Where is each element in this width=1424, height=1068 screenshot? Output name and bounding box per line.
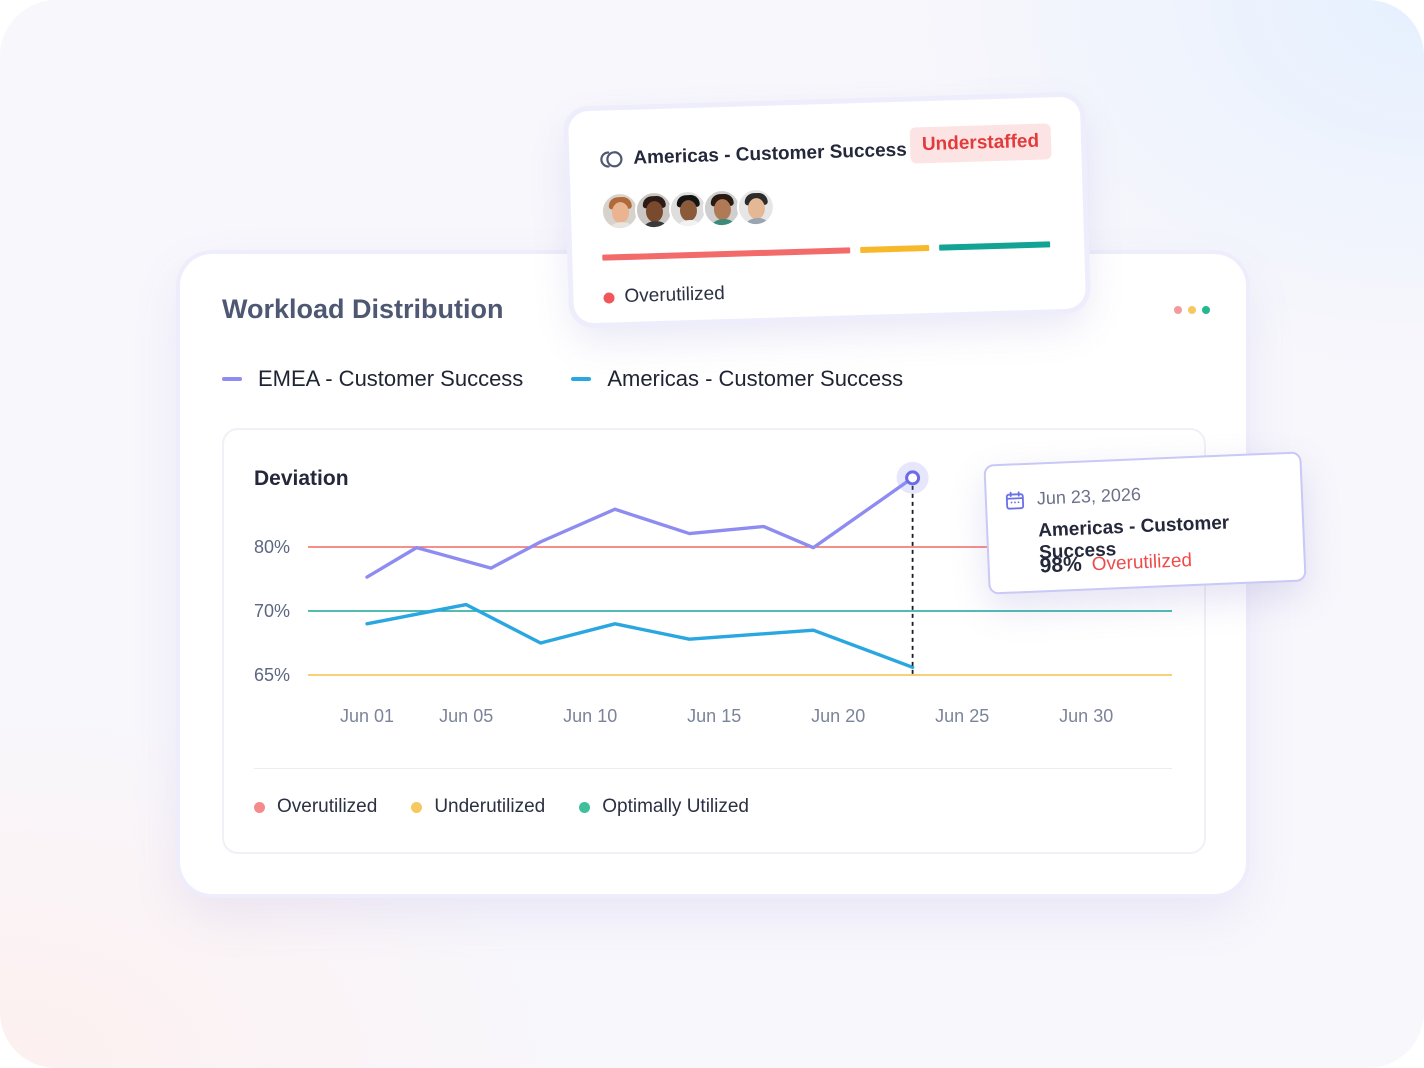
y-tick-label: 70% [254, 601, 290, 621]
x-tick-label: Jun 15 [687, 706, 741, 726]
tooltip-date-row: Jun 23, 2026 [1004, 484, 1141, 511]
x-tick-label: Jun 01 [340, 706, 394, 726]
avatar[interactable] [736, 187, 776, 227]
x-tick-label: Jun 05 [439, 706, 493, 726]
staffing-status-badge: Understaffed [909, 123, 1052, 164]
series-line-americas [365, 602, 915, 670]
legend-item-americas[interactable]: Americas - Customer Success [571, 366, 903, 392]
tooltip-value: 98% [1039, 552, 1083, 578]
legend-swatch-emea [222, 377, 242, 381]
avatar[interactable] [600, 191, 640, 231]
utilization-bar [602, 241, 1051, 261]
window-controls[interactable] [1174, 306, 1210, 314]
deviation-chart-panel: Deviation 80% 70% 65% Jun 01 Jun 05 Jun 10 Ju… [222, 428, 1206, 854]
overutilized-dot-icon [254, 801, 265, 813]
legend-overutilized[interactable]: Overutilized [254, 796, 377, 818]
tooltip-status: Overutilized [1091, 550, 1193, 576]
legend-swatch-americas [571, 377, 592, 381]
legend-label-americas: Americas - Customer Success [607, 366, 904, 391]
team-avatars [600, 187, 776, 231]
deviation-chart: Deviation 80% 70% 65% Jun 01 Jun 05 Jun 10 Ju… [254, 461, 1172, 726]
utilization-legend: Overutilized Underutilized Optimally Uti… [254, 796, 749, 818]
legend-underutilized[interactable]: Underutilized [411, 796, 545, 818]
underutilized-dot-icon [411, 801, 423, 813]
x-tick-label: Jun 10 [563, 706, 617, 726]
avatar[interactable] [634, 190, 674, 230]
series-line-emea [365, 476, 915, 579]
dot-green-icon [1202, 306, 1210, 314]
series-legend: EMEA - Customer Success Americas - Custo… [222, 366, 903, 392]
y-tick-label: 65% [254, 665, 290, 685]
x-tick-label: Jun 20 [811, 706, 865, 726]
dot-yellow-icon [1188, 306, 1196, 314]
legend-overutilized-label: Overutilized [277, 796, 378, 817]
utilization-segment-over [602, 247, 851, 261]
team-logo-icon [600, 151, 623, 168]
team-name: Americas - Customer Success [633, 139, 908, 169]
avatar[interactable] [702, 188, 742, 228]
legend-underutilized-label: Underutilized [434, 796, 546, 817]
x-tick-label: Jun 30 [1059, 706, 1113, 726]
optimal-dot-icon [579, 801, 591, 813]
dot-red-icon [1174, 306, 1182, 314]
team-summary-card[interactable]: Americas - Customer Success Understaffed [567, 96, 1087, 324]
utilization-segment-under [860, 244, 929, 254]
legend-label-emea: EMEA - Customer Success [258, 366, 524, 391]
legend-optimally-utilized[interactable]: Optimally Utilized [579, 796, 749, 818]
y-tick-label: 80% [254, 537, 290, 557]
utilization-segment-optimal [938, 241, 1051, 251]
team-status-label: Overutilized [624, 283, 726, 308]
status-dot-icon [603, 291, 615, 304]
x-tick-label: Jun 25 [935, 706, 989, 726]
team-utilization-status: Overutilized [603, 283, 725, 309]
legend-divider [254, 768, 1172, 769]
avatar[interactable] [668, 189, 708, 229]
hover-point [905, 470, 921, 486]
tooltip-date: Jun 23, 2026 [1036, 484, 1142, 509]
chart-tooltip: Jun 23, 2026 Americas - Customer Success… [983, 451, 1307, 595]
team-header: Americas - Customer Success [599, 140, 907, 171]
legend-optimal-label: Optimally Utilized [602, 796, 749, 817]
calendar-icon [1005, 490, 1025, 510]
card-title: Workload Distribution [222, 294, 504, 324]
chart-title: Deviation [254, 467, 349, 490]
legend-item-emea[interactable]: EMEA - Customer Success [222, 366, 523, 392]
tooltip-value-row: 98% Overutilized [1039, 548, 1192, 578]
